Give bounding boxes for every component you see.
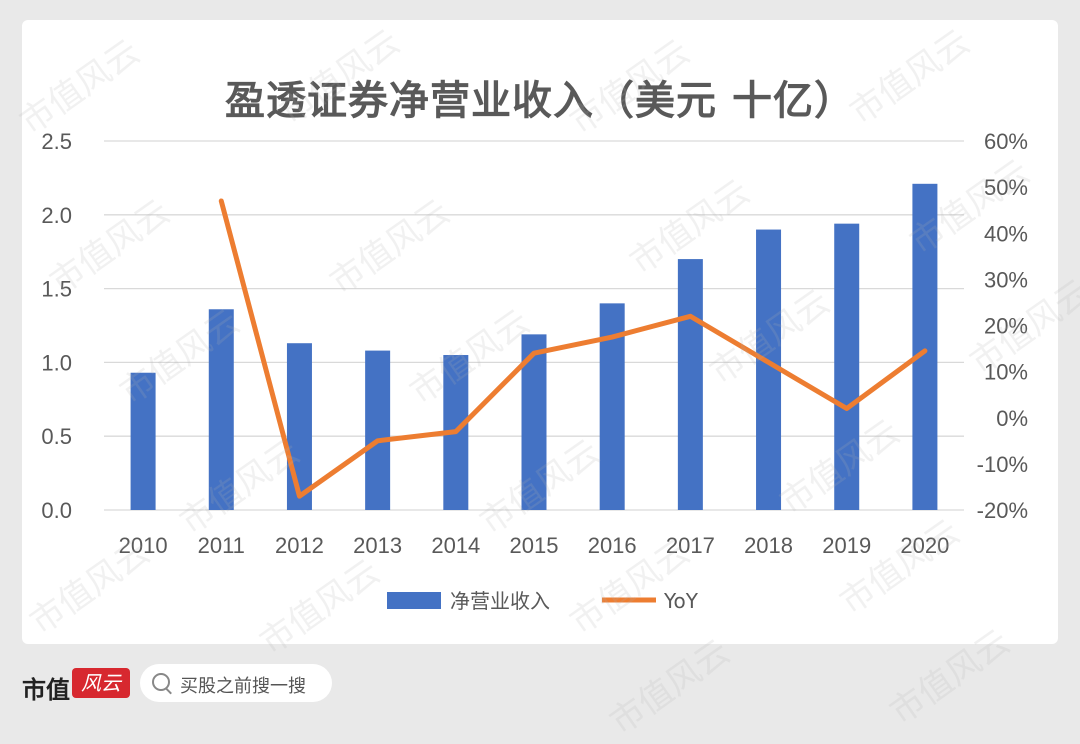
right-axis-tick: 60%: [984, 129, 1028, 154]
x-axis-tick: 2012: [275, 533, 324, 558]
bar: [834, 223, 860, 510]
chart-card: 盈透证券净营业收入（美元 十亿） 0.0 0.5 1.0 1.5 2.0 2.5 -20% -…: [22, 20, 1058, 644]
x-axis-tick: 2018: [744, 533, 793, 558]
x-axis-tick: 2016: [588, 533, 637, 558]
bar: [286, 343, 312, 510]
bar: [677, 259, 703, 510]
legend-label-bar: 净营业收入: [450, 589, 550, 613]
search-box[interactable]: 买股之前搜一搜: [140, 664, 332, 702]
left-axis-tick: 2.0: [41, 203, 72, 228]
left-axis-tick: 0.5: [41, 424, 72, 449]
right-axis-tick: 0%: [996, 406, 1028, 431]
legend-label-line: YoY: [663, 589, 699, 613]
left-axis-tick: 1.0: [41, 350, 72, 375]
search-placeholder: 买股之前搜一搜: [180, 676, 306, 697]
right-axis-tick: 30%: [984, 267, 1028, 292]
chart-canvas: 0.0 0.5 1.0 1.5 2.0 2.5 -20% -10% 0% 10% 20% 30% 40%…: [41, 129, 1028, 613]
right-axis-tick: -10%: [977, 452, 1028, 477]
x-axis-tick: 2020: [900, 533, 949, 558]
x-axis-tick: 2010: [119, 533, 168, 558]
chart-title: 盈透证券净营业收入（美元 十亿）: [225, 78, 855, 124]
brand-name: 市值: [22, 676, 70, 704]
right-axis-tick: 50%: [984, 175, 1028, 200]
x-axis-tick: 2011: [198, 533, 245, 558]
right-axis-tick: -20%: [977, 498, 1028, 523]
left-axis-tick: 1.5: [41, 277, 72, 302]
bar: [208, 309, 234, 510]
right-axis-tick: 40%: [984, 221, 1028, 246]
x-axis-tick: 2013: [353, 533, 402, 558]
yoy-line: [218, 198, 928, 499]
right-axis-tick: 20%: [984, 314, 1028, 339]
right-axis-tick: 10%: [984, 360, 1028, 385]
brand-logo-badge: 风云: [72, 668, 130, 698]
bar: [130, 372, 156, 510]
bar: [365, 350, 391, 510]
footer-bar: 市值 风云 买股之前搜一搜: [0, 650, 1080, 718]
x-axis-tick: 2019: [822, 533, 871, 558]
x-axis-tick: 2014: [431, 533, 480, 558]
left-axis-tick: 2.5: [41, 129, 72, 154]
search-icon: [152, 673, 170, 691]
x-axis-tick: 2017: [666, 533, 715, 558]
left-axis-tick: 0.0: [41, 498, 72, 523]
x-axis-tick: 2015: [510, 533, 559, 558]
legend-swatch-bar: [387, 592, 441, 609]
bar: [912, 183, 938, 510]
